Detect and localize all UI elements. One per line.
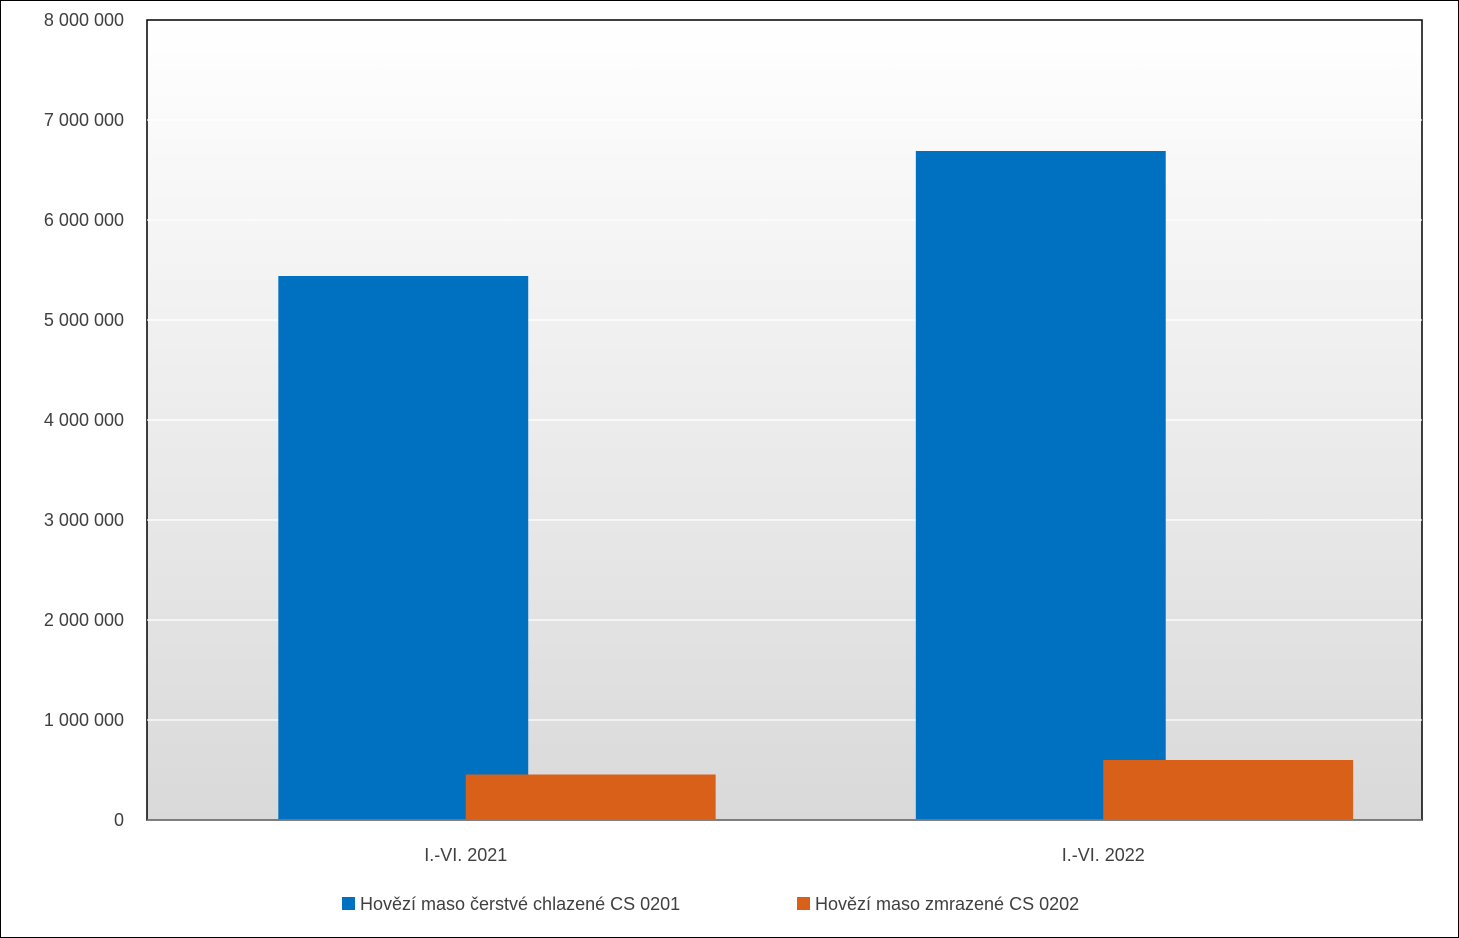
x-tick-label: I.-VI. 2022: [1062, 845, 1145, 865]
y-tick-label: 7 000 000: [44, 110, 124, 130]
x-tick-label: I.-VI. 2021: [424, 845, 507, 865]
y-tick-label: 6 000 000: [44, 210, 124, 230]
bar-frozen-0: [465, 774, 716, 820]
y-axis: 0 1 000 000 2 000 000 3 000 000 4 000 000 5 0…: [44, 10, 124, 830]
legend-swatch: [342, 897, 355, 910]
y-tick-label: 0: [114, 810, 124, 830]
legend: Hovězí maso čerstvé chlazené CS 0201 Hově…: [342, 894, 1079, 914]
y-tick-label: 2 000 000: [44, 610, 124, 630]
y-tick-label: 8 000 000: [44, 10, 124, 30]
bars: [278, 151, 1354, 820]
x-axis: I.-VI. 2021 I.-VI. 2022: [147, 819, 1422, 865]
bar-frozen-1: [1103, 760, 1354, 820]
legend-swatch: [797, 897, 810, 910]
y-tick-label: 5 000 000: [44, 310, 124, 330]
legend-label: Hovězí maso zmrazené CS 0202: [815, 894, 1079, 914]
bar-chilled-0: [278, 276, 529, 820]
y-tick-label: 4 000 000: [44, 410, 124, 430]
y-tick-label: 1 000 000: [44, 710, 124, 730]
legend-label: Hovězí maso čerstvé chlazené CS 0201: [360, 894, 680, 914]
y-tick-label: 3 000 000: [44, 510, 124, 530]
bar-chilled-1: [915, 151, 1166, 820]
